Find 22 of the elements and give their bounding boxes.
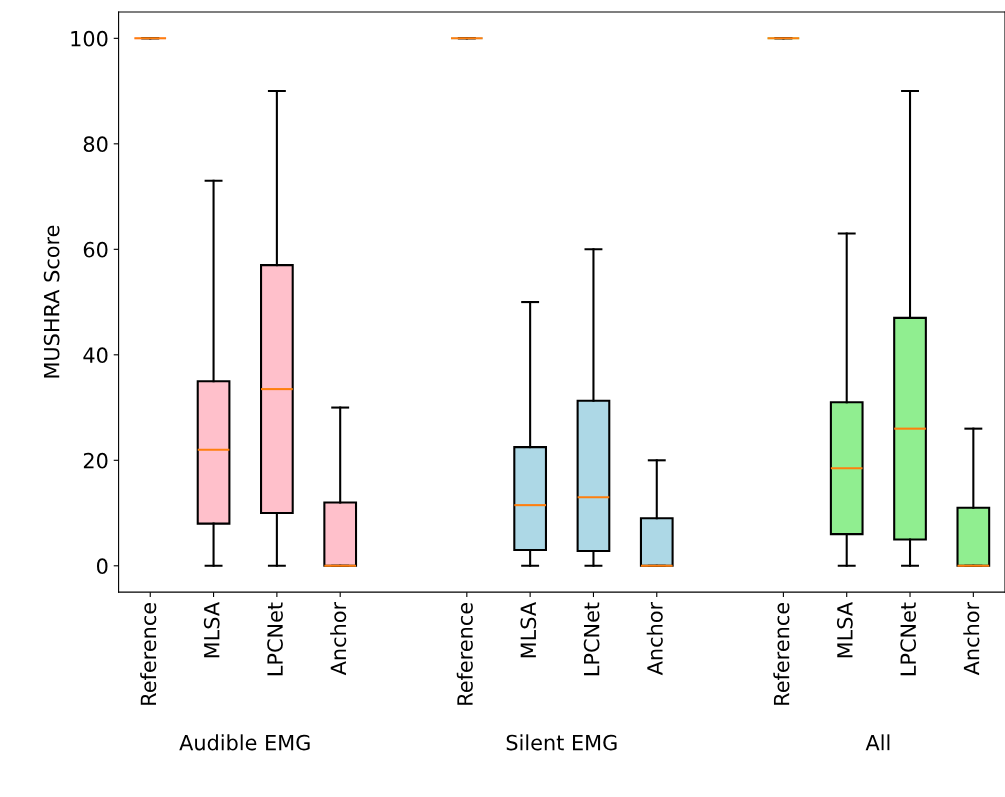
x-tick-label: Reference [773, 603, 790, 705]
y-axis-title: MUSHRA Score [43, 225, 60, 378]
x-tick-label: Reference [456, 603, 473, 705]
x-tick-label: Anchor [646, 601, 663, 676]
y-tick-label: 80 [83, 136, 108, 153]
y-tick-label: 20 [83, 452, 108, 469]
x-tick-label: LPCNet [900, 602, 917, 676]
x-tick-label: Anchor [330, 601, 347, 676]
x-tick-label: MLSA [837, 602, 853, 658]
text: Silent EMG [506, 734, 617, 751]
x-tick-label: LPCNet [583, 602, 600, 676]
text: All [865, 734, 890, 751]
x-tick-label: MLSA [520, 602, 537, 658]
x-tick-label: Anchor [963, 601, 980, 676]
x-tick-label: Reference [140, 603, 157, 705]
y-tick-label: 40 [83, 347, 108, 364]
x-tick-label: MLSA [203, 602, 220, 658]
y-tick-label: 60 [83, 241, 108, 258]
x-tick-label: LPCNet [267, 602, 283, 676]
text: Audible EMG [179, 734, 310, 751]
y-tick-label: 100 [71, 30, 108, 47]
y-tick-label: 0 [96, 558, 108, 575]
